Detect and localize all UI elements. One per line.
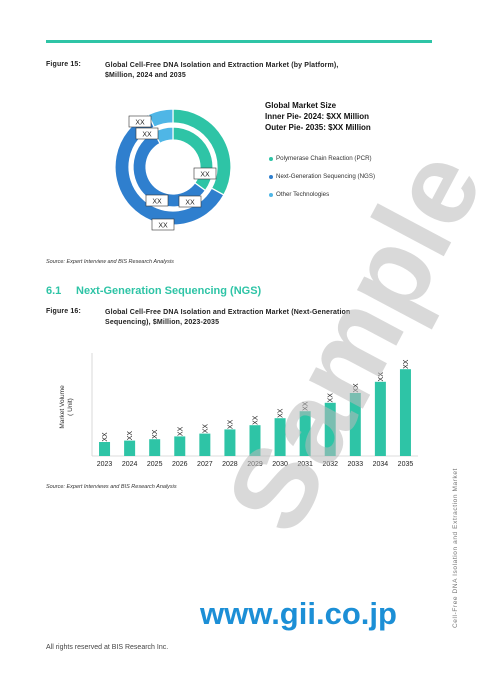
bar-2024	[124, 440, 136, 456]
donut-inner-slice-other	[152, 126, 174, 145]
x-tick-label-2027: 2027	[197, 461, 213, 468]
figure-16-title-line2: Sequencing), $Million, 2023-2035	[105, 318, 220, 326]
bar-data-label-2029: XX	[253, 415, 260, 425]
x-tick-label-2024: 2024	[122, 461, 138, 468]
donut-data-label-box	[145, 194, 169, 207]
section-heading: 6.1 Next-Generation Sequencing (NGS)	[46, 285, 261, 297]
figure-15-label: Figure 15:	[46, 61, 81, 68]
bar-data-label-2035: XX	[403, 359, 410, 369]
legend-outer-pie: Outer Pie- 2035: $XX Million	[265, 123, 371, 132]
section-title: Next-Generation Sequencing (NGS)	[76, 285, 262, 297]
donut-outer-slice-other	[147, 108, 174, 128]
bar-2034	[374, 381, 386, 456]
x-tick-label-2034: 2034	[373, 461, 389, 468]
legend-item-ngs: Next-Generation Sequencing (NGS)	[269, 173, 376, 180]
bar-2035	[399, 369, 411, 456]
bar-2025	[149, 439, 161, 456]
bar-data-label-2031: XX	[303, 401, 310, 411]
y-axis-label-line2: ( Unit)	[67, 398, 74, 416]
y-axis-label: Market Volume( Unit)	[59, 385, 74, 429]
x-tick-label-2033: 2033	[348, 461, 364, 468]
header-rule	[46, 40, 432, 43]
bar-2031	[299, 411, 311, 456]
figure-15-title-line1: Global Cell-Free DNA Isolation and Extra…	[105, 62, 339, 69]
bar-data-label-2023: XX	[102, 432, 109, 442]
bar-2029	[249, 425, 261, 456]
bar-data-label-2032: XX	[328, 393, 335, 403]
bar-data-label-2025: XX	[152, 429, 159, 439]
bar-2028	[224, 429, 236, 456]
x-tick-label-2023: 2023	[97, 461, 113, 468]
donut-data-label: XX	[200, 172, 210, 179]
donut-data-label: XX	[142, 132, 152, 139]
bar-chart: Market Volume( Unit) XX 2023 XX 2024 XX 2025 X…	[59, 353, 418, 468]
figure-16-title: Global Cell-Free DNA Isolation and Extra…	[105, 308, 350, 327]
bar-data-label-2030: XX	[278, 408, 285, 418]
donut-data-label: XX	[185, 200, 195, 207]
bar-2032	[324, 402, 336, 456]
x-tick-label-2031: 2031	[297, 461, 313, 468]
gii-watermark: www.gii.co.jp	[200, 596, 397, 631]
bar-2023	[99, 442, 111, 456]
figure-15-source: Source: Expert Interview and BIS Researc…	[46, 259, 174, 265]
donut-data-label-box	[193, 167, 217, 180]
side-running-title: Cell-Free DNA Isolation and Extraction M…	[452, 468, 459, 628]
x-tick-label-2026: 2026	[172, 461, 188, 468]
legend-label-other: Other Technologies	[276, 191, 330, 198]
donut-data-label-box	[151, 218, 175, 231]
bar-data-label-2024: XX	[127, 431, 134, 441]
legend-label-pcr: Polymerase Chain Reaction (PCR)	[276, 155, 372, 162]
bar-data-label-2027: XX	[202, 424, 209, 434]
legend-title: Global Market Size	[265, 101, 337, 110]
donut-data-label-box	[128, 115, 152, 128]
legend-item-pcr: Polymerase Chain Reaction (PCR)	[269, 155, 372, 162]
x-tick-label-2030: 2030	[272, 461, 288, 468]
donut-data-label: XX	[158, 223, 168, 230]
donut-data-label: XX	[152, 199, 162, 206]
donut-data-label-box	[178, 195, 202, 208]
legend-swatch-ngs	[269, 174, 273, 179]
figure-15-title: Global Cell-Free DNA Isolation and Extra…	[105, 61, 338, 80]
y-axis-label-line1: Market Volume	[59, 385, 66, 429]
x-tick-label-2025: 2025	[147, 461, 163, 468]
bar-2027	[199, 433, 211, 456]
section-number: 6.1	[46, 285, 62, 297]
bar-data-label-2026: XX	[177, 426, 184, 436]
x-tick-label-2032: 2032	[322, 461, 338, 468]
donut-data-label-box	[135, 127, 159, 140]
figure-15-title-line2: $Million, 2024 and 2035	[105, 71, 186, 79]
figure-16-label: Figure 16:	[46, 308, 81, 315]
x-tick-label-2029: 2029	[247, 461, 263, 468]
footer-copyright: All rights reserved at BIS Research Inc.	[46, 644, 169, 651]
legend-label-ngs: Next-Generation Sequencing (NGS)	[276, 173, 376, 180]
bar-data-label-2034: XX	[378, 372, 385, 382]
figure-16-title-line1: Global Cell-Free DNA Isolation and Extra…	[105, 309, 351, 316]
legend-item-other: Other Technologies	[269, 191, 330, 198]
donut-data-label: XX	[135, 120, 145, 127]
bar-data-label-2033: XX	[353, 383, 360, 393]
bar-2026	[174, 436, 186, 456]
legend-swatch-pcr	[269, 156, 273, 161]
x-tick-label-2028: 2028	[222, 461, 238, 468]
figure-16-source: Source: Expert Interviews and BIS Resear…	[46, 484, 177, 490]
bar-data-label-2028: XX	[227, 419, 234, 429]
legend-swatch-other	[269, 192, 273, 197]
bar-2033	[349, 393, 361, 456]
legend-inner-pie: Inner Pie- 2024: $XX Million	[265, 112, 370, 121]
donut-chart: XX XX XX XX XX XX	[114, 108, 232, 231]
x-tick-label-2035: 2035	[398, 461, 414, 468]
bar-2030	[274, 418, 286, 456]
